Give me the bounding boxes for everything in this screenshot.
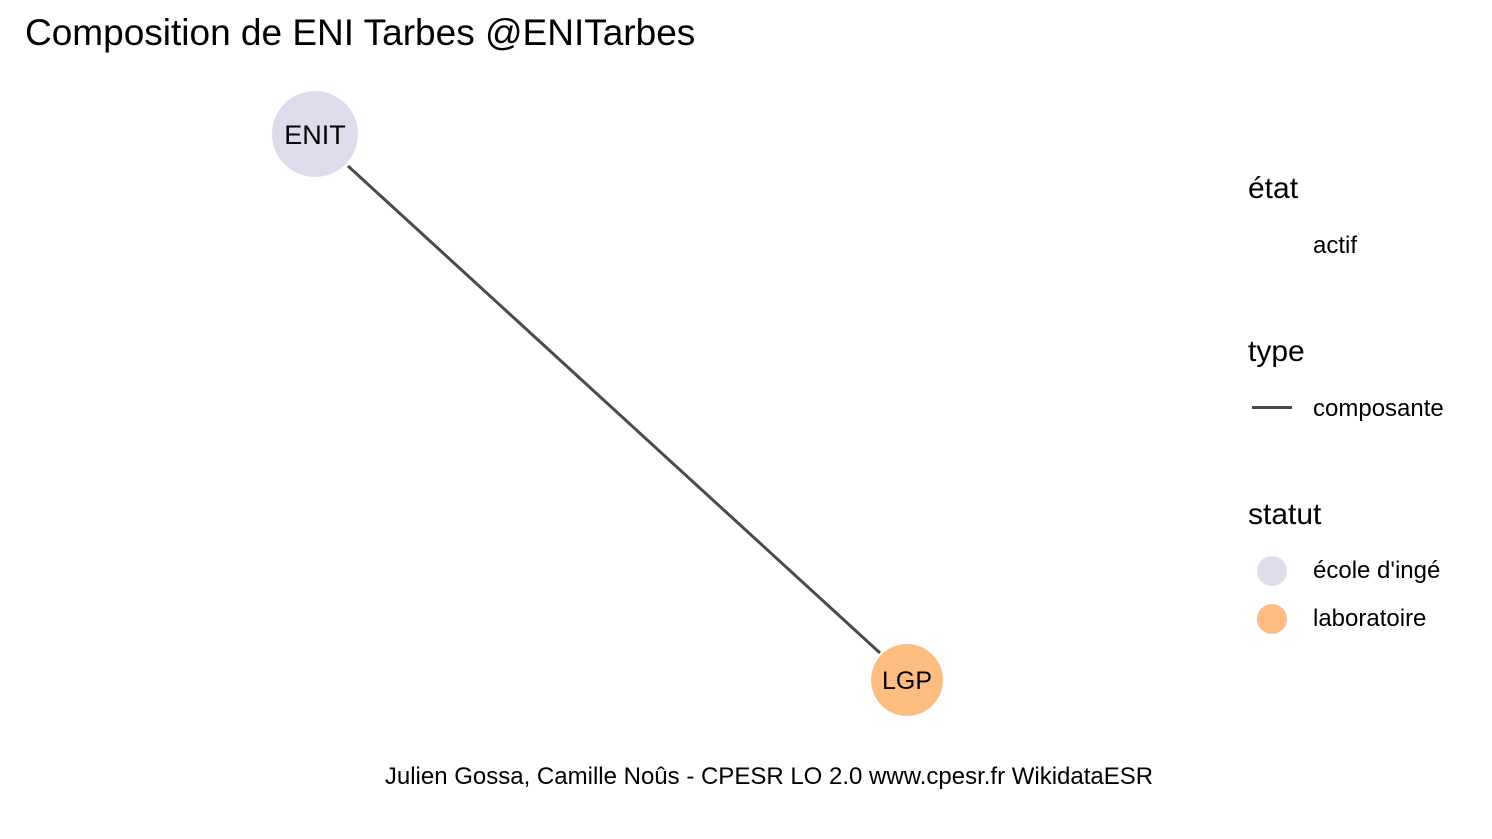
legend-etat-item-actif: actif bbox=[1313, 232, 1358, 259]
legend-statut-item-laboratoire: laboratoire bbox=[1313, 605, 1427, 632]
legend-statut-laboratoire-dot bbox=[1257, 604, 1287, 634]
legend-statut-title: statut bbox=[1248, 498, 1322, 531]
node-lgp-circle bbox=[871, 644, 943, 716]
node-lgp-label: LGP bbox=[882, 667, 932, 695]
legend-etat-title: état bbox=[1248, 172, 1299, 205]
chart-title: Composition de ENI Tarbes @ENITarbes bbox=[25, 12, 696, 53]
legend-type-line-key bbox=[1252, 406, 1292, 409]
edge-enit-lgp bbox=[346, 164, 882, 655]
legend-type-title: type bbox=[1248, 335, 1305, 368]
node-enit-circle bbox=[272, 91, 358, 177]
node-lgp: LGP bbox=[871, 644, 943, 716]
legend-statut-ecole-dot bbox=[1257, 556, 1287, 586]
chart-caption: Julien Gossa, Camille Noûs - CPESR LO 2.… bbox=[384, 763, 1154, 790]
legend-type-item-composante: composante bbox=[1313, 395, 1444, 422]
node-enit-label: ENIT bbox=[284, 120, 346, 150]
node-enit: ENIT bbox=[272, 91, 358, 177]
legend-statut-item-ecole: école d'ingé bbox=[1313, 557, 1441, 584]
